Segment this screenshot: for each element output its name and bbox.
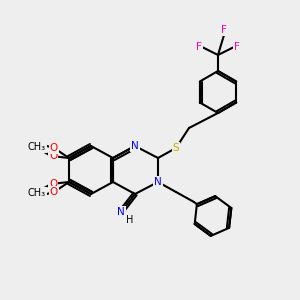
Text: O: O — [50, 187, 58, 197]
Text: F: F — [196, 42, 202, 52]
Text: CH₃: CH₃ — [28, 142, 46, 152]
Text: S: S — [173, 143, 179, 153]
Text: F: F — [234, 42, 240, 52]
Text: N: N — [117, 207, 125, 217]
Text: O: O — [49, 179, 57, 189]
Text: O: O — [49, 151, 57, 161]
Text: F: F — [221, 25, 227, 35]
Text: N: N — [154, 177, 162, 187]
Text: N: N — [131, 141, 139, 151]
Text: CH₃: CH₃ — [28, 188, 46, 198]
Text: H: H — [126, 215, 134, 225]
Text: O: O — [50, 143, 58, 153]
